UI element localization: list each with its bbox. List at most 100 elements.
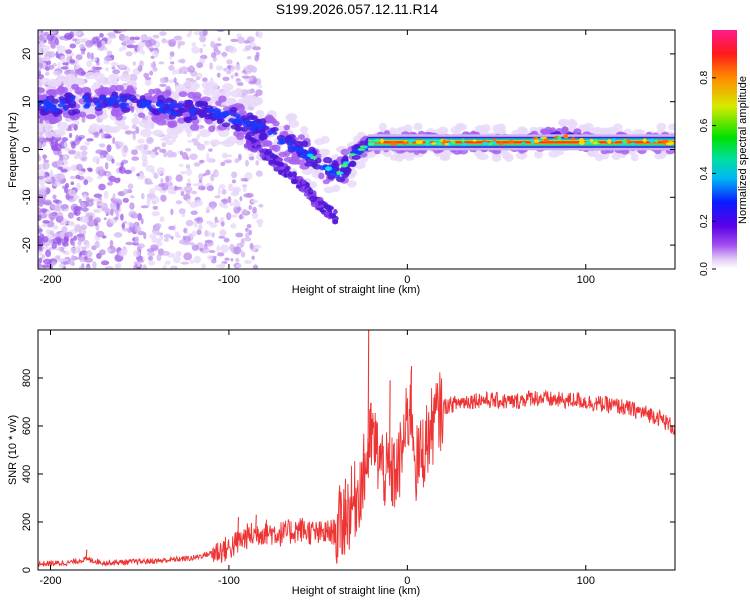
ridge-blob: [340, 148, 350, 156]
snr-spike: [255, 514, 257, 535]
noise-speck: [257, 31, 263, 39]
noise-speck: [38, 67, 42, 72]
snr-spike: [237, 517, 239, 543]
noise-speck: [151, 200, 156, 205]
ridge-blob: [303, 192, 309, 197]
noise-speck: [93, 209, 99, 213]
noise-speck: [73, 235, 78, 241]
noise-speck: [185, 164, 191, 169]
noise-speck: [178, 163, 184, 167]
ridge-hotspot: [607, 139, 612, 144]
noise-speck: [172, 68, 176, 75]
noise-speck: [191, 42, 197, 47]
noise-speck: [122, 197, 129, 203]
noise-speck: [180, 170, 187, 175]
colorbar-tick-label: 0.8: [699, 70, 710, 84]
noise-speck: [42, 162, 50, 170]
ridge-blob: [300, 126, 309, 134]
ridge-blob: [284, 135, 293, 141]
noise-speck: [208, 250, 216, 253]
noise-speck: [103, 56, 113, 62]
noise-speck: [175, 200, 183, 205]
spectrogram-y-label: Frequency (Hz): [7, 112, 19, 188]
ridge-hotspot: [481, 141, 489, 145]
noise-speck: [127, 39, 136, 44]
ridge-blob: [388, 127, 397, 136]
ridge-blob: [221, 122, 231, 128]
ridge-blob: [216, 118, 223, 125]
noise-speck: [130, 195, 135, 199]
ridge-blob: [211, 90, 222, 98]
noise-speck: [136, 173, 140, 177]
noise-speck: [220, 230, 226, 237]
noise-speck: [80, 51, 86, 55]
ridge-blob: [189, 123, 200, 131]
ridge-blob: [480, 124, 491, 133]
noise-speck: [195, 76, 200, 81]
noise-speck: [93, 132, 99, 138]
noise-speck: [217, 187, 221, 196]
ridge-blob: [118, 97, 123, 102]
noise-speck: [85, 242, 91, 249]
ridge-blob: [84, 72, 97, 80]
ridge-blob: [285, 165, 291, 171]
ridge-blob: [218, 128, 230, 138]
noise-speck: [128, 73, 138, 82]
ridge-blob: [157, 108, 163, 113]
noise-speck: [232, 187, 240, 195]
noise-speck: [161, 38, 167, 44]
noise-speck: [161, 142, 167, 148]
ridge-blob: [351, 155, 361, 160]
ridge-hotspot: [630, 142, 636, 146]
noise-speck: [48, 212, 57, 220]
noise-speck: [132, 132, 136, 141]
noise-speck: [106, 50, 113, 56]
ridge-blob: [283, 172, 288, 178]
noise-speck: [41, 143, 46, 148]
noise-speck: [156, 240, 163, 247]
noise-speck: [129, 202, 135, 210]
noise-speck: [42, 56, 51, 62]
noise-speck: [46, 33, 55, 42]
noise-speck: [92, 198, 101, 202]
ridge-blob: [38, 87, 45, 94]
noise-speck: [52, 30, 57, 35]
ridge-blob: [96, 104, 104, 108]
ridge-blob: [199, 129, 211, 138]
noise-speck: [125, 241, 135, 246]
noise-speck: [255, 160, 259, 166]
noise-speck: [144, 78, 152, 87]
noise-speck: [43, 199, 52, 206]
ridge-blob: [630, 153, 639, 162]
ridge-hotspot: [444, 143, 449, 146]
ridge-blob: [111, 99, 120, 103]
noise-speck: [117, 30, 127, 33]
ridge-blob: [230, 89, 243, 98]
noise-speck: [52, 233, 61, 238]
noise-speck: [103, 217, 107, 221]
noise-speck: [38, 62, 44, 69]
ridge-hotspot: [442, 139, 447, 144]
noise-speck: [160, 137, 170, 142]
noise-speck: [73, 30, 82, 37]
noise-speck: [179, 67, 182, 75]
ridge-hotspot: [325, 166, 333, 171]
ridge-blob: [288, 119, 300, 128]
noise-speck: [143, 72, 150, 78]
noise-speck: [199, 47, 203, 54]
noise-speck: [45, 249, 52, 258]
noise-speck: [64, 49, 72, 54]
noise-speck: [92, 156, 101, 163]
x-tick-label: 100: [577, 274, 595, 286]
ridge-blob: [456, 123, 468, 131]
noise-speck: [239, 213, 243, 220]
noise-speck: [152, 67, 158, 72]
noise-speck: [228, 46, 237, 54]
ridge-blob: [287, 171, 293, 178]
noise-speck: [79, 145, 88, 151]
ridge-blob: [256, 141, 261, 145]
snr-spike: [410, 365, 413, 403]
noise-speck: [218, 184, 226, 190]
noise-speck: [248, 205, 252, 210]
noise-speck: [188, 30, 193, 35]
